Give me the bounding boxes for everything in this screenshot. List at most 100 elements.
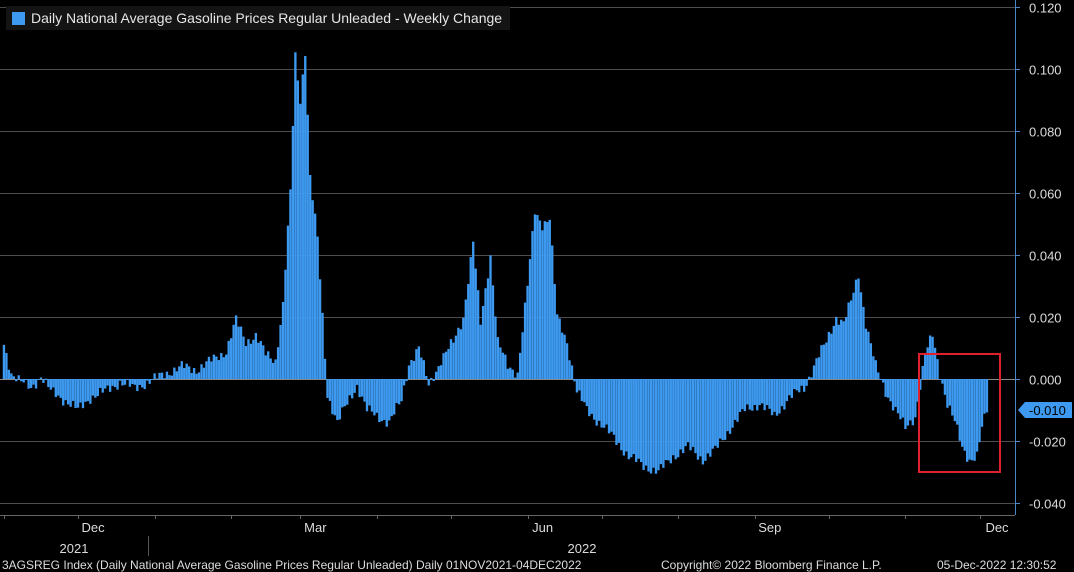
bar (454, 335, 458, 379)
bar (54, 379, 57, 398)
bar (511, 369, 514, 379)
bar (790, 379, 793, 398)
bar (622, 379, 626, 456)
bar (840, 319, 843, 379)
bar (227, 340, 230, 379)
bar (215, 356, 218, 379)
bar (294, 52, 297, 379)
bar (709, 379, 712, 457)
bar (160, 372, 164, 379)
bar (953, 379, 957, 422)
bar (689, 379, 692, 451)
bar (84, 379, 87, 402)
bar (232, 324, 235, 379)
bar (276, 347, 280, 379)
bar (163, 378, 166, 380)
bar (348, 379, 351, 396)
bar (701, 379, 705, 465)
bar (758, 379, 761, 406)
bar (788, 379, 791, 396)
bar (44, 378, 48, 380)
bar (857, 278, 860, 379)
bar (79, 379, 82, 403)
bar (563, 334, 566, 379)
bar (612, 379, 616, 435)
bar (639, 379, 643, 463)
bar (765, 379, 769, 406)
bar (489, 255, 492, 379)
bar (378, 379, 381, 423)
bar (761, 379, 764, 404)
bar (257, 342, 260, 379)
bar (736, 379, 739, 422)
bar (580, 379, 584, 402)
bar (336, 379, 339, 421)
bar (195, 373, 198, 379)
bar (884, 379, 887, 397)
bar (299, 103, 302, 380)
bar (200, 364, 203, 379)
bar (862, 306, 865, 379)
bar (126, 379, 129, 380)
bar (607, 379, 611, 434)
bar (150, 379, 154, 380)
bar (170, 375, 174, 379)
bar (462, 317, 465, 379)
bar (309, 174, 312, 379)
bar (941, 379, 944, 384)
bar (12, 376, 15, 379)
bar (91, 379, 95, 396)
bar (933, 347, 937, 379)
bar (311, 200, 314, 379)
y-tick-label: 0.080 (1029, 125, 1062, 140)
bar (664, 379, 668, 461)
y-tick-label: 0.100 (1029, 63, 1062, 78)
bar (602, 379, 606, 428)
bar (481, 305, 485, 379)
bar (775, 379, 779, 416)
bar (17, 375, 20, 379)
x-tick-label: Dec (985, 520, 1009, 535)
bar (239, 326, 243, 379)
bar (936, 359, 939, 379)
bar (731, 379, 734, 428)
bar (165, 371, 169, 379)
y-tick-label: 0.120 (1029, 1, 1062, 16)
bar (449, 339, 453, 379)
bar-series (2, 52, 989, 474)
bar (439, 365, 443, 379)
bar (751, 379, 754, 411)
bar (234, 315, 238, 379)
bar (286, 225, 290, 379)
bar (543, 221, 547, 379)
bar (652, 379, 655, 468)
bar (817, 357, 821, 379)
bar (217, 360, 220, 379)
bar (590, 379, 593, 414)
bar (659, 379, 663, 465)
bar (978, 379, 981, 443)
bar (10, 373, 13, 379)
bar (531, 231, 534, 379)
bar (830, 333, 833, 379)
bar (827, 331, 831, 379)
bar (123, 379, 127, 385)
bar (143, 379, 146, 390)
bar (173, 367, 176, 379)
bar (667, 379, 670, 461)
bar (516, 372, 519, 379)
bar (360, 379, 364, 397)
bar (849, 300, 853, 379)
bar (723, 379, 727, 440)
bar (146, 379, 149, 381)
bar (802, 379, 806, 392)
bar (341, 379, 344, 408)
legend-label: Daily National Average Gasoline Prices R… (31, 10, 503, 26)
bar (111, 379, 114, 386)
bar (859, 292, 863, 379)
footer: 3AGSREG Index (Daily National Average Ga… (0, 556, 1074, 572)
bar (938, 379, 942, 380)
bar (501, 352, 505, 379)
bar (205, 361, 208, 379)
bar (882, 379, 885, 383)
